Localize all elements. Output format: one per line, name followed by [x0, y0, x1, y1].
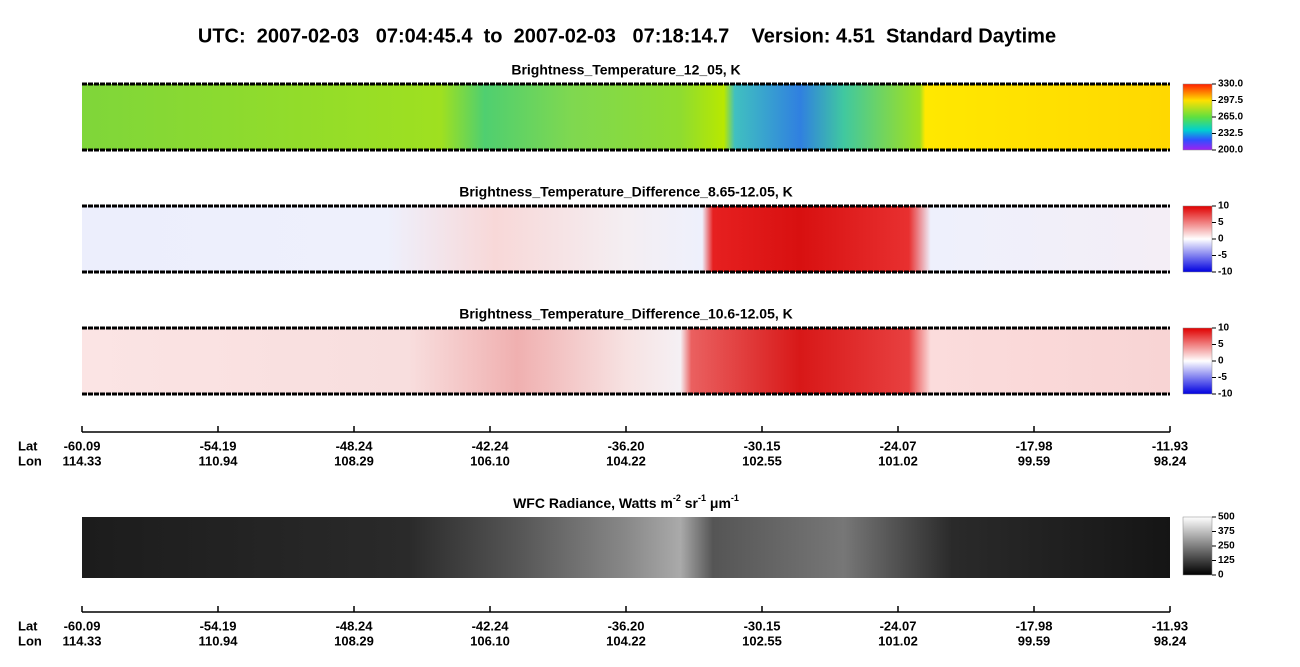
- lon-value: 99.59: [1018, 633, 1051, 648]
- lat-label: Lat: [18, 438, 38, 453]
- colorbar-label: 5: [1218, 339, 1224, 350]
- colorbar-label: 265.0: [1218, 112, 1243, 123]
- colorbar-label: -10: [1218, 389, 1233, 400]
- superscript: -2: [673, 493, 681, 503]
- lat-value: -11.93: [1152, 438, 1188, 453]
- lat-value: -24.07: [880, 438, 917, 453]
- lon-value: 104.22: [606, 633, 646, 648]
- title-part: sr: [681, 495, 699, 511]
- lon-value: 102.55: [742, 453, 782, 468]
- colorbar: [1182, 516, 1213, 576]
- lat-value: -30.15: [744, 618, 781, 633]
- lon-value: 110.94: [198, 453, 238, 468]
- lat-value: -36.20: [608, 438, 645, 453]
- lon-value: 114.33: [62, 633, 101, 648]
- colorbar: [1182, 205, 1213, 273]
- colorbar-label: 10: [1218, 323, 1230, 334]
- colorbar-label: 330.0: [1218, 79, 1243, 90]
- colorbar-label: 297.5: [1218, 95, 1243, 106]
- lat-value: -24.07: [880, 618, 917, 633]
- lat-value: -48.24: [336, 438, 374, 453]
- colorbar-label: 200.0: [1218, 145, 1243, 156]
- lat-value: -17.98: [1016, 438, 1053, 453]
- superscript: -1: [698, 493, 706, 503]
- lon-value: 106.10: [470, 453, 510, 468]
- title-part: μm: [706, 495, 731, 511]
- lon-value: 106.10: [470, 633, 510, 648]
- colorbar-label: 232.5: [1218, 128, 1243, 139]
- lat-value: -36.20: [608, 618, 645, 633]
- superscript: -1: [731, 493, 739, 503]
- lon-label: Lon: [18, 453, 42, 468]
- colorbar: [1182, 83, 1213, 151]
- lat-value: -60.09: [64, 438, 101, 453]
- colorbar-label: 10: [1218, 201, 1230, 212]
- lon-value: 98.24: [1154, 633, 1187, 648]
- panel-image: [82, 84, 1170, 150]
- lon-value: 114.33: [62, 453, 101, 468]
- colorbar-label: -5: [1218, 250, 1227, 261]
- lon-value: 104.22: [606, 453, 646, 468]
- lat-value: -60.09: [64, 618, 101, 633]
- colorbar-label: -5: [1218, 372, 1227, 383]
- lat-value: -42.24: [472, 438, 510, 453]
- colorbar-label: 500: [1218, 512, 1235, 523]
- lat-value: -54.19: [200, 618, 237, 633]
- colorbar-label: 5: [1218, 217, 1224, 228]
- lon-value: 108.29: [334, 453, 374, 468]
- colorbar-label: 250: [1218, 541, 1235, 552]
- lat-value: -30.15: [744, 438, 781, 453]
- lon-value: 98.24: [1154, 453, 1187, 468]
- lat-value: -42.24: [472, 618, 510, 633]
- colorbar-label: 0: [1218, 234, 1224, 245]
- colorbar-label: -10: [1218, 267, 1233, 278]
- lat-value: -17.98: [1016, 618, 1053, 633]
- colorbar-label: 375: [1218, 526, 1235, 537]
- page-title: UTC: 2007-02-03 07:04:45.4 to 2007-02-03…: [198, 25, 1056, 47]
- panel-image: [82, 517, 1170, 578]
- title-part: WFC Radiance, Watts m: [513, 495, 673, 511]
- colorbar-label: 0: [1218, 356, 1224, 367]
- colorbar: [1182, 327, 1213, 395]
- lon-value: 102.55: [742, 633, 782, 648]
- panel-title: Brightness_Temperature_12_05, K: [511, 62, 740, 78]
- panel-title: Brightness_Temperature_Difference_8.65-1…: [459, 184, 793, 200]
- colorbar-label: 125: [1218, 555, 1235, 566]
- lat-value: -54.19: [200, 438, 237, 453]
- panel-title: Brightness_Temperature_Difference_10.6-1…: [459, 306, 793, 322]
- panel-title: WFC Radiance, Watts m-2 sr-1 μm-1: [513, 493, 739, 510]
- lon-value: 101.02: [878, 633, 918, 648]
- lon-value: 99.59: [1018, 453, 1051, 468]
- colorbar-label: 0: [1218, 570, 1224, 581]
- panel-image: [82, 206, 1170, 272]
- panel-image: [82, 328, 1170, 394]
- lat-label: Lat: [18, 618, 38, 633]
- lat-value: -48.24: [336, 618, 374, 633]
- lon-label: Lon: [18, 633, 42, 648]
- lon-value: 108.29: [334, 633, 374, 648]
- lon-value: 101.02: [878, 453, 918, 468]
- lon-value: 110.94: [198, 633, 238, 648]
- lat-value: -11.93: [1152, 618, 1188, 633]
